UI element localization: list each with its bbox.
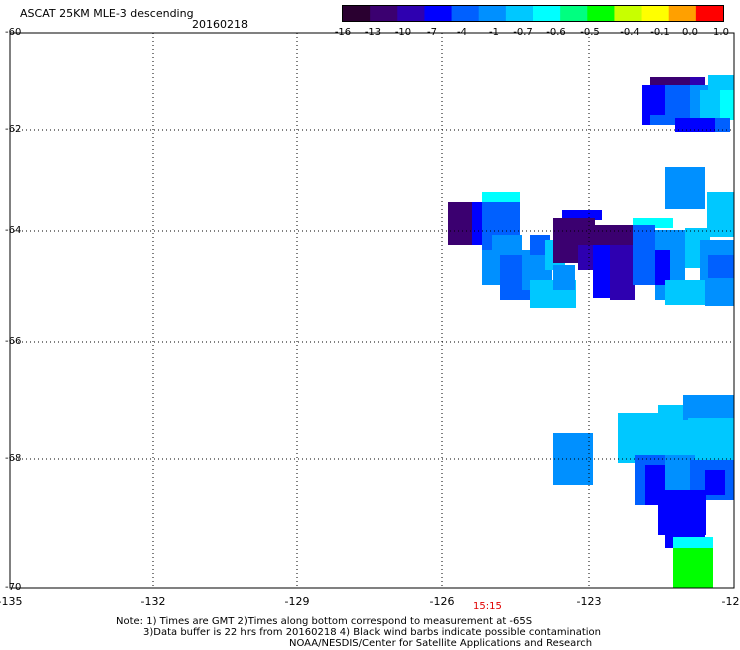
wind-data-cell	[700, 90, 720, 120]
wind-data-cell	[665, 280, 705, 305]
note-line-2: 3)Data buffer is 22 hrs from 20160218 4)…	[143, 627, 601, 638]
longitude-label: -135	[0, 595, 23, 608]
color-swatch	[695, 6, 724, 21]
wind-data-cell	[673, 548, 713, 588]
wind-data-cell	[705, 278, 734, 306]
wind-data-cell	[665, 167, 705, 209]
latitude-label: -62	[5, 124, 22, 135]
longitude-label: -120	[721, 595, 740, 608]
color-swatch	[478, 6, 507, 21]
color-bar-border	[342, 5, 724, 22]
color-swatch	[614, 6, 643, 21]
wind-data-cell	[690, 77, 705, 85]
wind-data-cell	[562, 210, 602, 220]
color-swatch	[424, 6, 453, 21]
wind-data-cell	[472, 202, 482, 245]
longitude-label: -126	[429, 595, 455, 608]
color-swatch	[451, 6, 480, 21]
wind-data-cell	[720, 90, 734, 120]
longitude-label: -129	[284, 595, 310, 608]
time-label: 15:15	[473, 601, 502, 612]
latitude-label: -66	[5, 336, 22, 347]
map-date: 20160218	[192, 18, 248, 31]
wind-data-cell	[650, 115, 675, 125]
color-swatch	[533, 6, 561, 21]
wind-data-cell	[715, 118, 730, 132]
latitude-label: -68	[5, 453, 22, 464]
longitude-label: -123	[576, 595, 602, 608]
note-line-3: NOAA/NESDIS/Center for Satellite Applica…	[289, 638, 593, 649]
wind-data-cell	[448, 202, 472, 245]
map-title: ASCAT 25KM MLE-3 descending	[20, 7, 194, 20]
wind-data-cell	[633, 225, 655, 285]
wind-data-cell	[683, 395, 734, 420]
wind-data-cell	[705, 470, 725, 495]
wind-data-cell	[618, 413, 660, 463]
color-swatch	[505, 6, 534, 21]
wind-data-cell	[707, 192, 734, 237]
wind-data-cell	[673, 537, 713, 549]
wind-data-cell	[553, 265, 575, 290]
color-swatch	[641, 6, 670, 21]
data-cells	[448, 75, 734, 588]
wind-data-cell	[650, 77, 690, 85]
wind-data-cell	[633, 218, 673, 228]
color-swatch	[343, 6, 371, 21]
color-swatch	[397, 6, 425, 21]
wind-data-cell	[482, 192, 520, 202]
latitude-label: -64	[5, 225, 22, 236]
longitude-label: -132	[140, 595, 166, 608]
color-swatch	[587, 6, 615, 21]
color-scale-bar	[342, 5, 724, 22]
latitude-label: -60	[5, 27, 22, 38]
color-swatch	[370, 6, 398, 21]
wind-data-cell	[675, 118, 715, 132]
color-swatch	[668, 6, 697, 21]
graticule	[10, 33, 734, 588]
wind-data-cell	[655, 250, 670, 285]
wind-data-cell	[610, 245, 635, 300]
latitude-label: -70	[5, 582, 22, 593]
plot-frame	[9, 32, 735, 589]
color-swatch	[560, 6, 588, 21]
note-line-1: Note: 1) Times are GMT 2)Times along bot…	[116, 616, 533, 627]
